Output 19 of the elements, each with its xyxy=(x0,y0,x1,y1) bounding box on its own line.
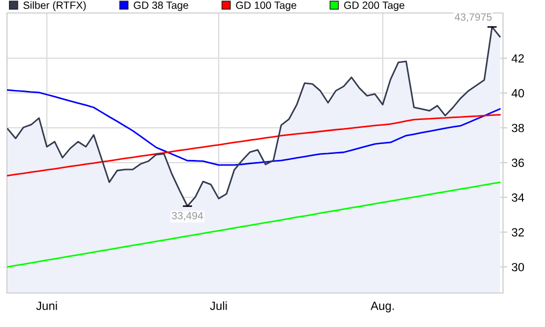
annotation: 43,7975 xyxy=(454,13,492,22)
annotation: 33,494 xyxy=(172,212,204,221)
legend-label: Silber (RTFX) xyxy=(23,1,86,11)
legend-label: GD 100 Tage xyxy=(236,2,296,11)
y-tick-label: 42 xyxy=(512,54,524,62)
legend-label: GD 200 Tage xyxy=(344,2,404,11)
line-series xyxy=(7,114,501,176)
y-tick-label: 40 xyxy=(512,89,524,98)
x-tick-label: Juli xyxy=(210,301,227,310)
x-tick-label: Aug. xyxy=(370,302,394,312)
x-tick-label: Juni xyxy=(36,301,57,310)
y-tick-label: 34 xyxy=(512,193,524,202)
legend-label: GD 38 Tage xyxy=(134,2,188,11)
y-tick-label: 32 xyxy=(512,228,524,237)
line-series xyxy=(7,89,501,166)
y-tick-label: 30 xyxy=(512,262,524,272)
y-tick-label: 38 xyxy=(512,124,524,132)
y-tick-label: 36 xyxy=(512,158,524,167)
line-series xyxy=(7,182,501,268)
